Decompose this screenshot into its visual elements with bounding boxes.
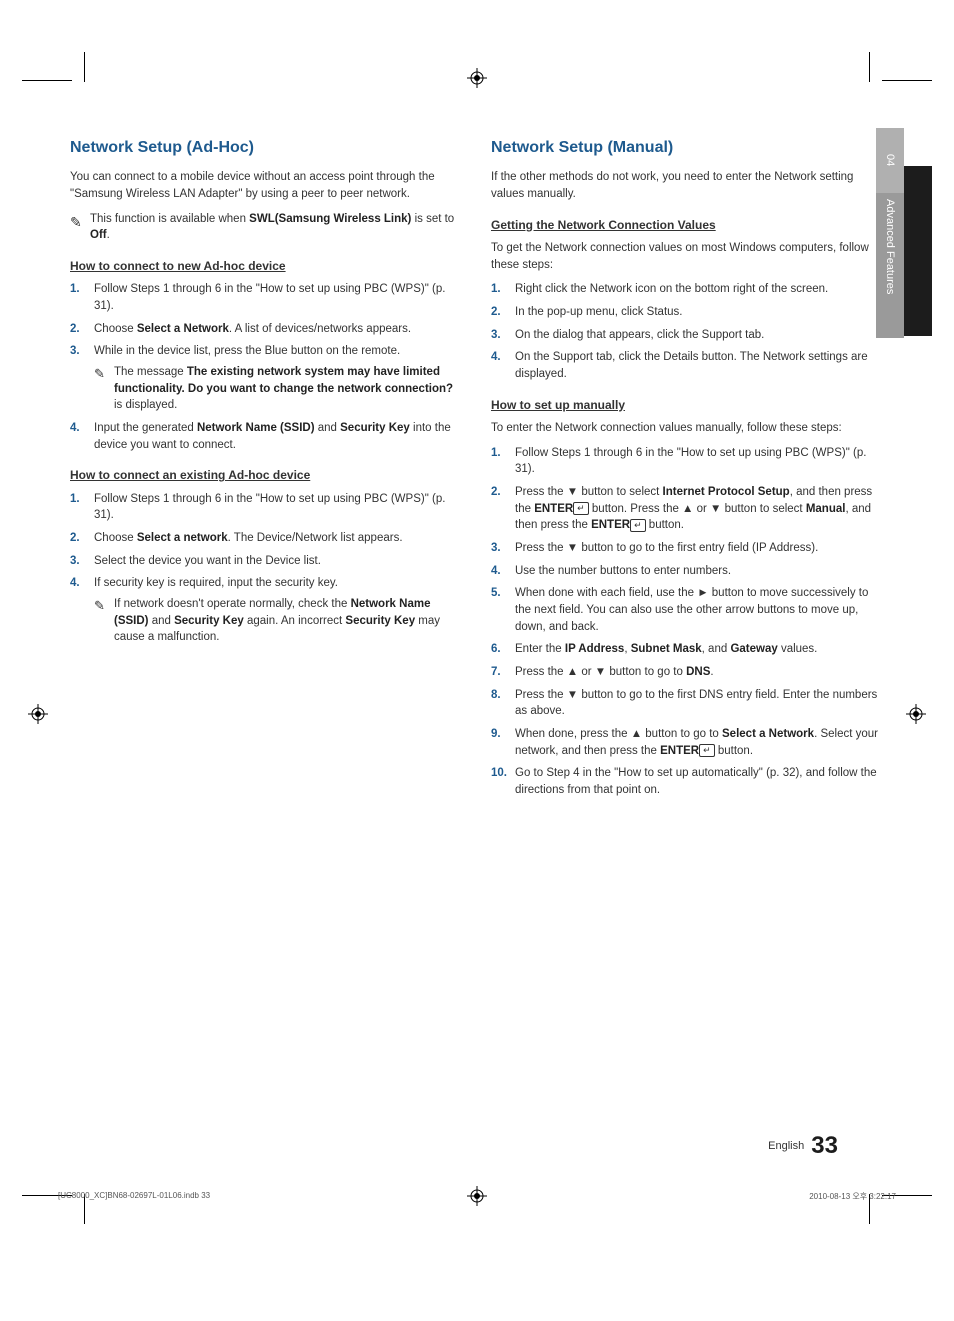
sec1-title: How to connect to new Ad-hoc device: [70, 258, 463, 275]
registration-mark-icon: [28, 704, 48, 724]
sec1-title: Getting the Network Connection Values: [491, 217, 884, 234]
sub-note: ✎ The message The existing network syste…: [94, 364, 463, 414]
list-item: Use the number buttons to enter numbers.: [491, 563, 884, 580]
sec2-list: Follow Steps 1 through 6 in the "How to …: [70, 491, 463, 646]
list-item: When done with each field, use the ► but…: [491, 585, 884, 635]
enter-icon: ↵: [630, 519, 646, 532]
sec1-list: Right click the Network icon on the bott…: [491, 281, 884, 382]
list-item: Choose Select a Network. A list of devic…: [70, 321, 463, 338]
enter-icon: ↵: [573, 502, 589, 515]
list-item: Choose Select a network. The Device/Netw…: [70, 530, 463, 547]
list-item: Input the generated Network Name (SSID) …: [70, 420, 463, 453]
list-item: Press the ▼ button to select Internet Pr…: [491, 484, 884, 534]
sec2-list: Follow Steps 1 through 6 in the "How to …: [491, 445, 884, 799]
sec2-title: How to set up manually: [491, 397, 884, 414]
enter-icon: ↵: [699, 744, 715, 757]
adhoc-heading: Network Setup (Ad-Hoc): [70, 136, 463, 159]
chapter-title: Advanced Features: [884, 199, 896, 294]
page-number: 33: [811, 1132, 838, 1159]
manual-intro: If the other methods do not work, you ne…: [491, 169, 884, 202]
sec2-title: How to connect an existing Ad-hoc device: [70, 467, 463, 484]
print-filename: [UC8000_XC]BN68-02697L-01L06.indb 33: [58, 1191, 210, 1202]
sec2-intro: To enter the Network connection values m…: [491, 420, 884, 437]
left-column: Network Setup (Ad-Hoc) You can connect t…: [70, 136, 463, 805]
list-item: Press the ▼ button to go to the first en…: [491, 540, 884, 557]
list-item: Press the ▼ button to go to the first DN…: [491, 687, 884, 720]
list-item: In the pop-up menu, click Status.: [491, 304, 884, 321]
list-item: On the Support tab, click the Details bu…: [491, 349, 884, 382]
note-icon: ✎: [70, 212, 82, 232]
print-timestamp: 2010-08-13 오후 3:22:17: [809, 1191, 896, 1202]
note-icon: ✎: [94, 597, 105, 616]
list-item: Select the device you want in the Device…: [70, 553, 463, 570]
sec1-list: Follow Steps 1 through 6 in the "How to …: [70, 281, 463, 453]
chapter-number: 04: [884, 154, 896, 166]
print-footer: [UC8000_XC]BN68-02697L-01L06.indb 33 201…: [58, 1191, 896, 1202]
list-item: When done, press the ▲ button to go to S…: [491, 726, 884, 759]
manual-heading: Network Setup (Manual): [491, 136, 884, 159]
footer-language: English: [768, 1140, 804, 1152]
page-footer: English 33: [768, 1132, 838, 1160]
list-item: Enter the IP Address, Subnet Mask, and G…: [491, 641, 884, 658]
note-icon: ✎: [94, 365, 105, 384]
right-column: Network Setup (Manual) If the other meth…: [491, 136, 884, 805]
list-item: On the dialog that appears, click the Su…: [491, 327, 884, 344]
list-item: Right click the Network icon on the bott…: [491, 281, 884, 298]
list-item: While in the device list, press the Blue…: [70, 343, 463, 414]
adhoc-intro: You can connect to a mobile device witho…: [70, 169, 463, 202]
page: 04 Advanced Features Network Setup (Ad-H…: [70, 48, 884, 1228]
list-item: Follow Steps 1 through 6 in the "How to …: [491, 445, 884, 478]
side-accent-bar: [904, 166, 932, 336]
list-item: Press the ▲ or ▼ button to go to DNS.: [491, 664, 884, 681]
list-item: Follow Steps 1 through 6 in the "How to …: [70, 281, 463, 314]
list-item: Follow Steps 1 through 6 in the "How to …: [70, 491, 463, 524]
sec1-intro: To get the Network connection values on …: [491, 240, 884, 273]
list-item: Go to Step 4 in the "How to set up autom…: [491, 765, 884, 798]
registration-mark-icon: [906, 704, 926, 724]
sub-note: ✎ If network doesn't operate normally, c…: [94, 596, 463, 646]
list-item: If security key is required, input the s…: [70, 575, 463, 646]
adhoc-note: ✎ This function is available when SWL(Sa…: [70, 211, 463, 244]
